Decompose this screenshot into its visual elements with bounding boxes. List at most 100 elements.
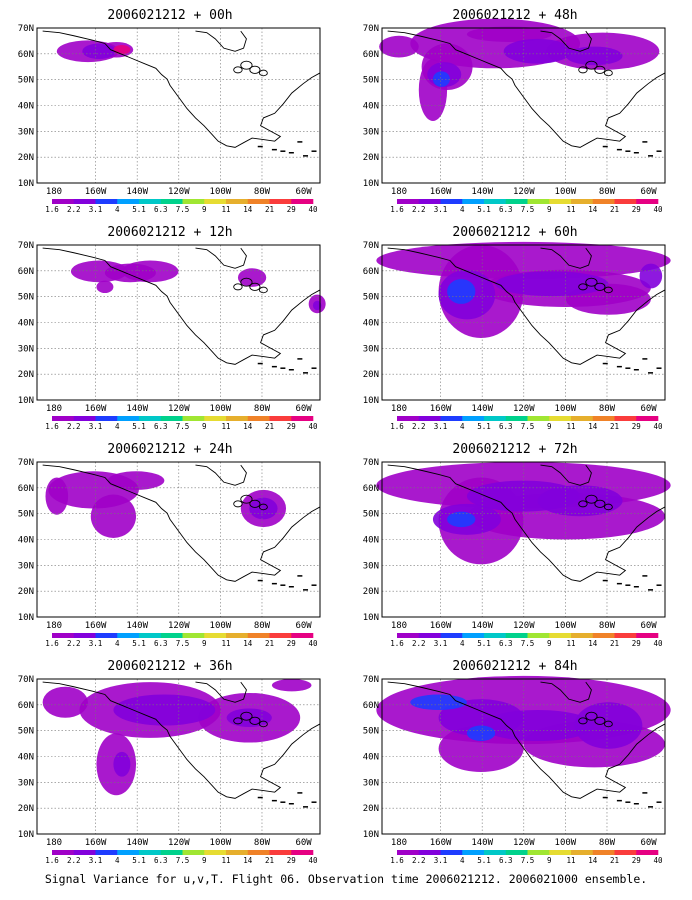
great-lake	[249, 499, 261, 508]
grid-lines	[382, 462, 665, 617]
colorbar-swatch	[226, 633, 249, 638]
caribbean-island	[257, 362, 263, 365]
colorbar-label: 5.1	[132, 856, 146, 865]
map-plot: 70N 60N 50N 40N 30N 20N 10N 180 160W 140W 120W 100W…	[18, 241, 326, 431]
colorbar-label: 7.5	[176, 205, 190, 214]
colorbar-label: 1.6	[45, 205, 59, 214]
lon-tick-label: 140W	[126, 621, 148, 631]
colorbar-swatch	[614, 633, 637, 638]
colorbar-swatch	[139, 850, 162, 855]
lat-tick-label: 60N	[363, 484, 379, 494]
colorbar-swatch	[571, 850, 594, 855]
colorbar-swatch	[636, 850, 659, 855]
variance-contour	[447, 511, 476, 528]
lon-tick-label: 160W	[430, 187, 452, 197]
lat-tick-label: 30N	[363, 127, 379, 137]
coastlines	[387, 247, 666, 374]
variance-field	[56, 40, 134, 63]
colorbar-swatch	[505, 633, 528, 638]
colorbar-swatch	[73, 633, 96, 638]
map-plot: 70N 60N 50N 40N 30N 20N 10N 180 160W 140W 120W 100W…	[18, 458, 321, 648]
colorbar-label: 1.6	[45, 639, 59, 648]
colorbar-label: 6.3	[154, 639, 168, 648]
lat-tick-label: 50N	[363, 76, 379, 86]
lon-tick-label: 100W	[210, 404, 232, 414]
colorbar-label: 29	[632, 639, 641, 648]
colorbar-label: 11	[566, 205, 575, 214]
caribbean-island	[642, 358, 648, 360]
caribbean-island	[280, 801, 286, 803]
lat-tick-label: 20N	[363, 370, 379, 380]
lat-tick-label: 60N	[363, 50, 379, 60]
grid-lines	[37, 679, 320, 834]
lat-tick-label: 70N	[363, 241, 379, 251]
colorbar-swatch	[73, 850, 96, 855]
great-lake	[585, 494, 598, 504]
colorbar-swatch	[614, 416, 637, 421]
colorbar-label: 5.1	[132, 422, 146, 431]
colorbar-label: 11	[566, 639, 575, 648]
colorbar: 1.6 2.2 3.1 4 5.1 6.3 7.5 9 11 14 21 29 40	[45, 199, 318, 214]
colorbar-swatch	[505, 199, 528, 204]
great-lake	[594, 716, 606, 725]
colorbar-swatch	[95, 850, 118, 855]
lat-tick-label: 40N	[363, 753, 379, 763]
grid-lines	[382, 679, 665, 834]
great-lake	[249, 282, 261, 291]
caribbean-island	[625, 150, 631, 152]
colorbar-swatch	[527, 850, 550, 855]
colorbar-label: 6.3	[154, 422, 168, 431]
coastline-hudson-bay	[195, 464, 247, 486]
great-lake	[603, 503, 613, 511]
lon-tick-label: 100W	[210, 187, 232, 197]
lat-tick-label: 40N	[18, 102, 34, 112]
lon-tick-label: 60W	[295, 621, 312, 631]
map-plot: 70N 60N 50N 40N 30N 20N 10N 180 160W 140W 120W 100W…	[363, 241, 671, 431]
colorbar: 1.6 2.2 3.1 4 5.1 6.3 7.5 9 11 14 21 29 40	[45, 416, 318, 431]
colorbar-swatch	[440, 633, 463, 638]
lat-tick-label: 10N	[18, 179, 34, 189]
variance-contour	[466, 725, 496, 741]
colorbar-label: 9	[202, 422, 207, 431]
map-panel-36h: 2006021212 + 36h 70N 60N 50N 40N 30N 20N 10N 18…	[10, 659, 330, 874]
colorbar-label: 3.1	[89, 205, 103, 214]
variance-contour	[96, 280, 114, 294]
plot-frame	[36, 461, 321, 618]
caribbean-island	[602, 796, 608, 799]
coastline-hudson-bay	[540, 681, 592, 703]
caribbean-island	[288, 586, 294, 588]
lat-tick-label: 30N	[18, 561, 34, 571]
lon-tick-label: 60W	[295, 838, 312, 848]
caribbean-island	[303, 589, 309, 591]
colorbar-label: 1.6	[390, 422, 404, 431]
lat-tick-label: 50N	[18, 727, 34, 737]
colorbar-label: 9	[202, 205, 207, 214]
colorbar-swatch	[397, 850, 420, 855]
colorbar-label: 14	[588, 205, 598, 214]
colorbar-label: 9	[547, 856, 552, 865]
colorbar-label: 40	[653, 205, 663, 214]
caribbean-island	[602, 362, 608, 365]
coastlines	[387, 681, 666, 808]
colorbar-label: 11	[221, 856, 230, 865]
caribbean-island	[297, 575, 303, 577]
lat-tick-label: 20N	[18, 804, 34, 814]
variance-contour	[410, 694, 467, 710]
variance-contour	[639, 263, 663, 289]
great-lake	[585, 711, 598, 721]
colorbar-label: 11	[221, 422, 230, 431]
lat-tick-label: 70N	[363, 24, 379, 34]
colorbar-label: 3.1	[434, 639, 448, 648]
caribbean-island	[642, 792, 648, 794]
colorbar-label: 5.1	[477, 422, 491, 431]
lat-tick-label: 40N	[363, 102, 379, 112]
colorbar-label: 14	[588, 422, 598, 431]
lon-tick-label: 140W	[471, 187, 493, 197]
coastlines	[42, 681, 321, 808]
lat-tick-label: 20N	[18, 587, 34, 597]
colorbar-label: 5.1	[477, 639, 491, 648]
caribbean-island	[625, 801, 631, 803]
great-lake	[249, 65, 261, 74]
variance-contour	[312, 300, 322, 311]
lon-tick-label: 180	[46, 838, 62, 848]
